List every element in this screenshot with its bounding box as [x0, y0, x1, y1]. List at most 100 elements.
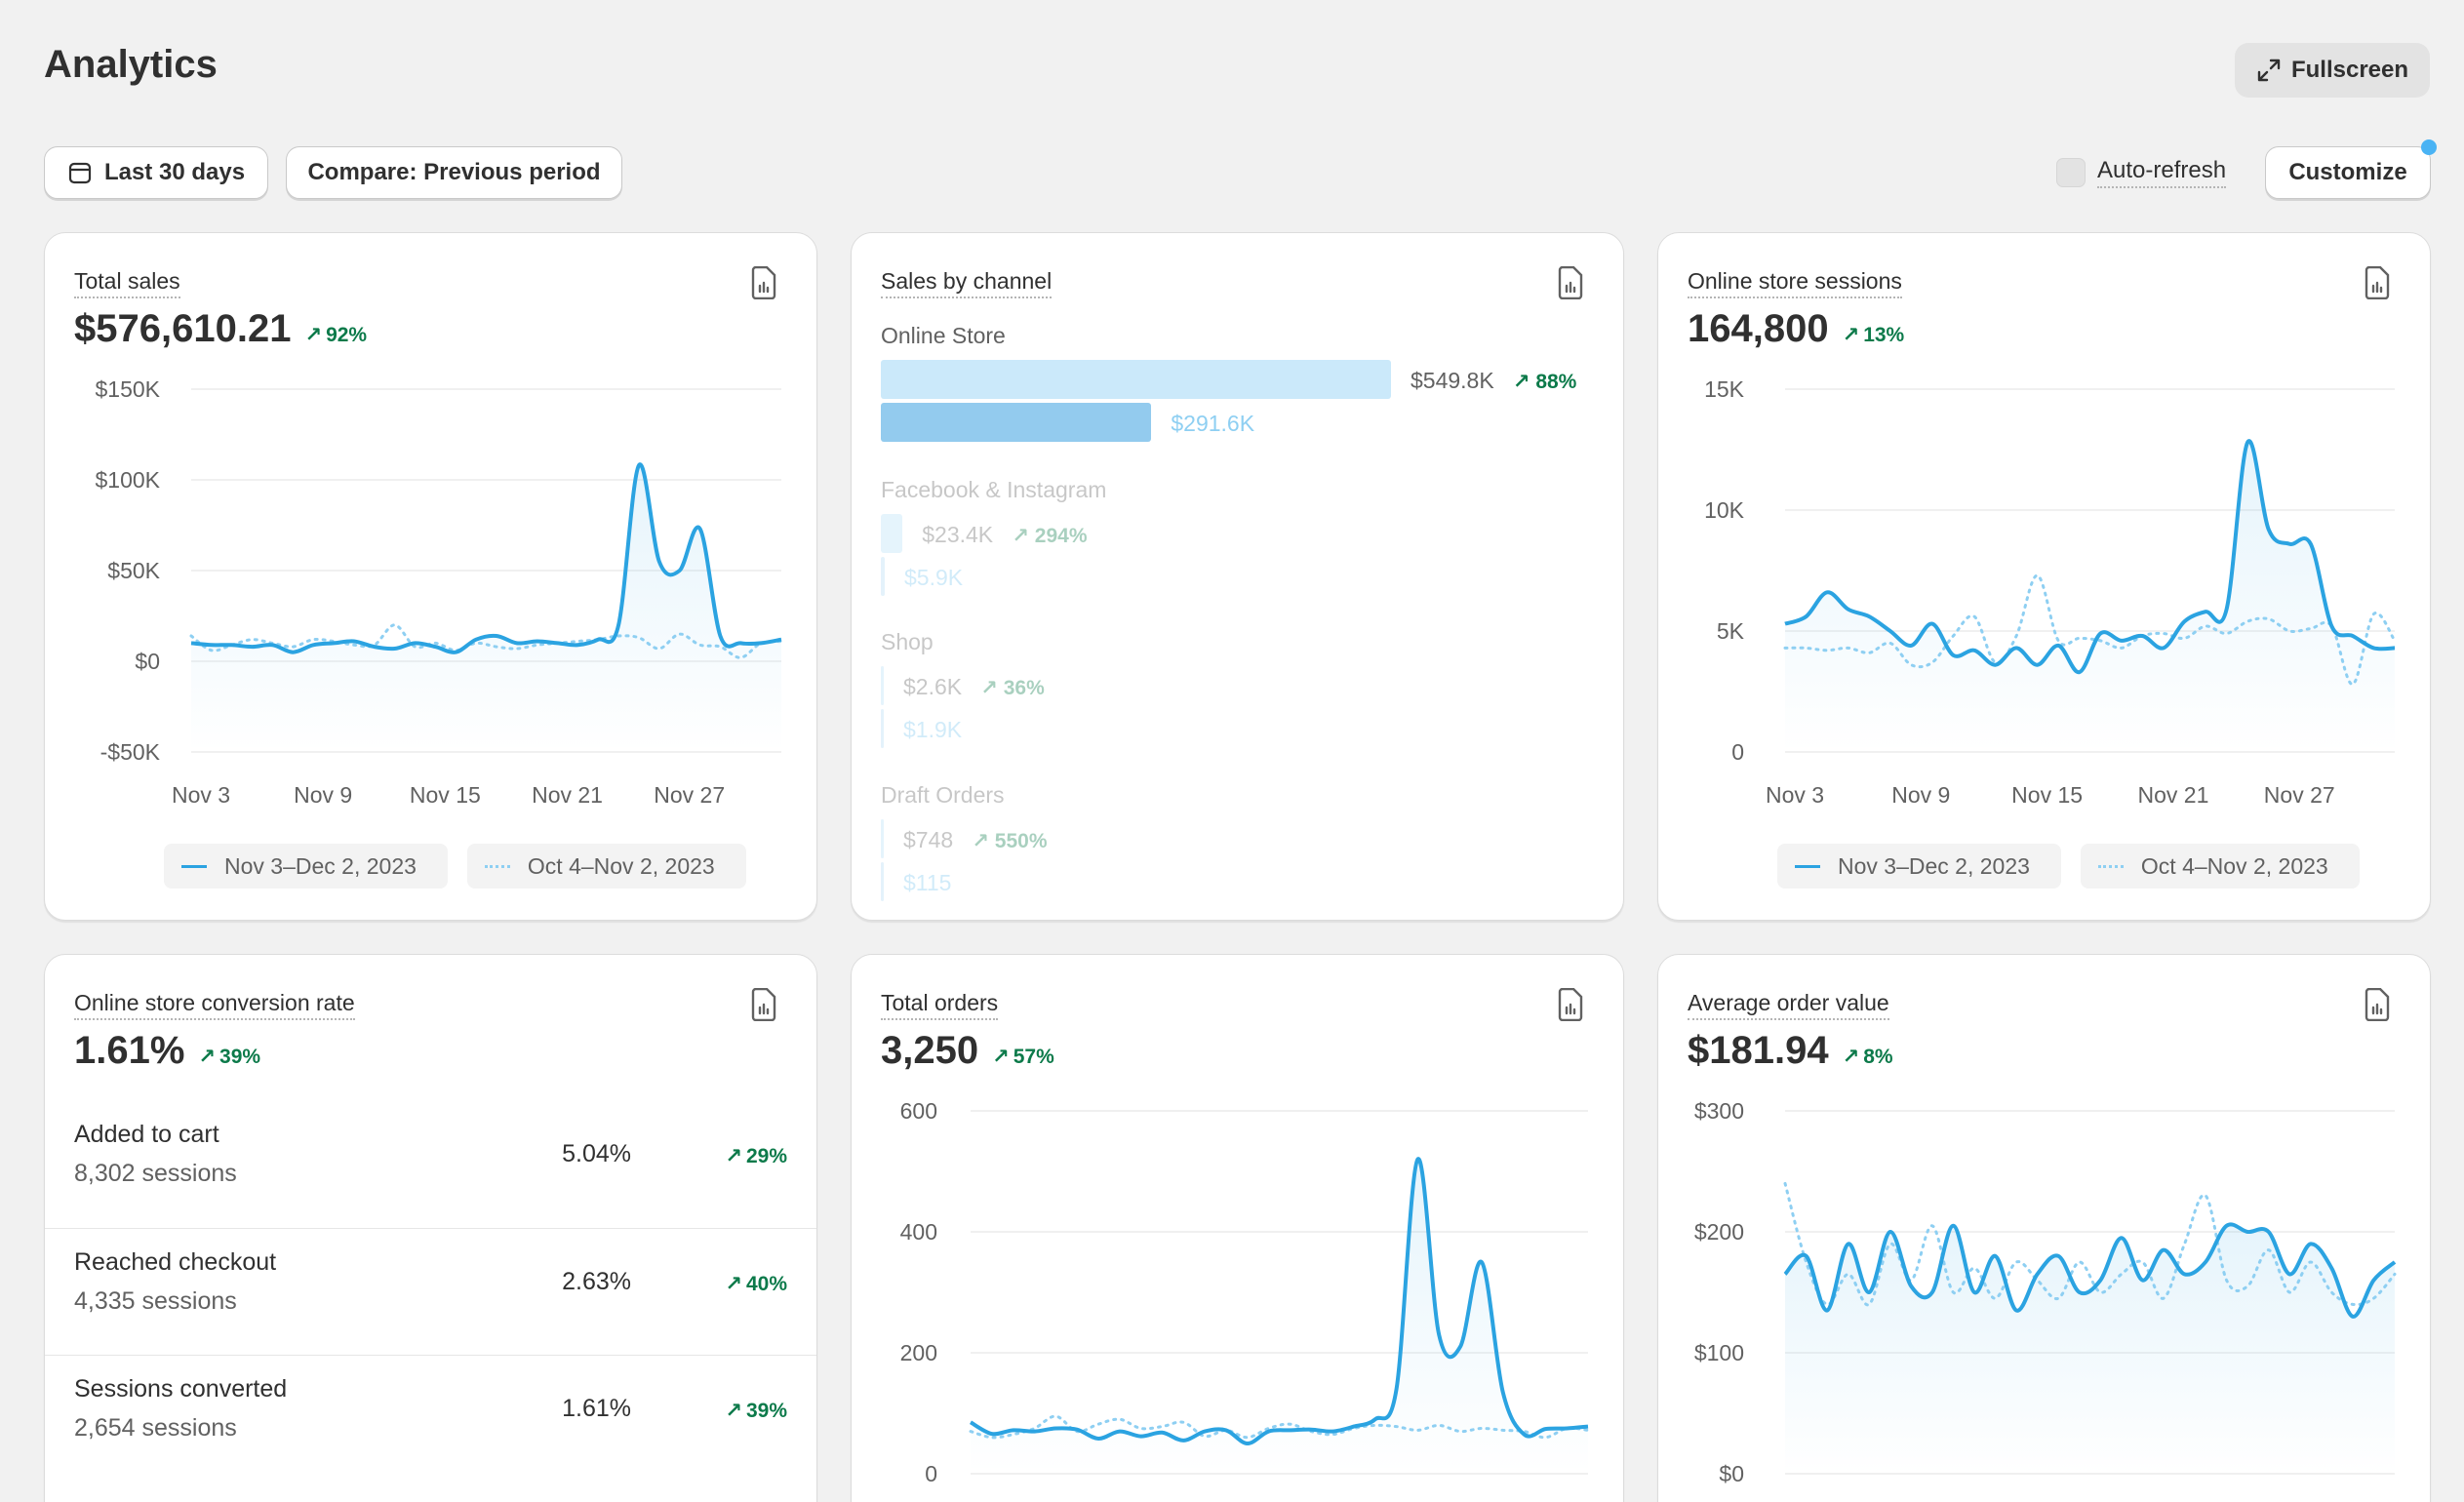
series-line-current[interactable] [1783, 1222, 2397, 1319]
y-tick-label: $0 [135, 649, 160, 674]
online-store-sessions-card: Online store sessions 164,800 ↗ 13% 15K 10… [1657, 232, 2431, 921]
average-order-value-card: Average order value $181.94 ↗ 8% $300 $200… [1657, 954, 2431, 1502]
y-tick-label: 5K [1717, 618, 1745, 644]
arrow-up-right-icon: ↗ [725, 1400, 742, 1422]
legend-current[interactable]: Nov 3–Dec 2, 2023 [164, 844, 448, 889]
y-tick-label: $100K [95, 467, 160, 493]
series-area [971, 1159, 1588, 1474]
conversion-row: Added to cart 8,302 sessions 5.04% ↗ 29% [45, 1101, 816, 1228]
conversion-rate-card: Online store conversion rate 1.61% ↗ 39% … [44, 954, 817, 1502]
channel-bar-current[interactable] [881, 360, 1391, 399]
sales-by-channel-card: Sales by channel Online Store $549.8K ↗ 8… [851, 232, 1624, 921]
compare-button[interactable]: Compare: Previous period [286, 146, 622, 199]
series-line-previous[interactable] [1783, 573, 2397, 687]
series-line-current[interactable] [969, 1157, 1589, 1445]
arrow-up-right-icon: ↗ [304, 324, 323, 346]
arrow-up-right-icon: ↗ [980, 677, 998, 699]
report-icon[interactable] [2364, 988, 2391, 1021]
channel-bar-previous[interactable] [881, 862, 884, 901]
metric-value: $576,610.21 [74, 307, 292, 350]
arrow-up-right-icon: ↗ [992, 1046, 1010, 1068]
channel-value-previous: $115 [903, 870, 952, 895]
date-range-button[interactable]: Last 30 days [44, 146, 268, 199]
channel-bar-previous[interactable] [881, 557, 885, 596]
y-tick-label: 15K [1704, 376, 1745, 402]
row-sessions: 2,654 sessions [74, 1414, 237, 1442]
series-line-previous[interactable] [1783, 1181, 2397, 1307]
arrow-up-right-icon: ↗ [972, 830, 989, 852]
card-title[interactable]: Online store sessions [1688, 268, 1902, 298]
channel-value-current: $748 ↗ 550% [903, 827, 1048, 852]
channel-name: Shop [881, 629, 934, 654]
series-line-current[interactable] [1784, 439, 2396, 675]
row-delta: ↗ 39% [725, 1399, 787, 1423]
metric-value: 3,250 [881, 1029, 979, 1072]
chart-legend: Nov 3–Dec 2, 2023 Oct 4–Nov 2, 2023 [164, 844, 746, 889]
card-title[interactable]: Total sales [74, 268, 180, 298]
y-tick-label: 0 [1731, 739, 1744, 765]
row-sessions: 4,335 sessions [74, 1287, 237, 1315]
report-icon[interactable] [2364, 266, 2391, 299]
channel-name: Facebook & Instagram [881, 477, 1107, 502]
card-title[interactable]: Average order value [1688, 990, 1889, 1020]
channel-bar-current[interactable] [881, 666, 884, 705]
total-orders-card: Total orders 3,250 ↗ 57% 600 400 200 0 [851, 954, 1624, 1502]
delta-badge: ↗ 57% [992, 1045, 1054, 1069]
fullscreen-button[interactable]: Fullscreen [2235, 43, 2430, 98]
conversion-row: Reached checkout 4,335 sessions 2.63% ↗ 4… [45, 1228, 816, 1355]
series-line-current[interactable] [190, 462, 782, 654]
channel-value-previous: $1.9K [903, 717, 963, 742]
channel-value-current: $2.6K ↗ 36% [903, 674, 1045, 699]
x-tick-label: Nov 21 [532, 782, 603, 808]
row-rate: 1.61% [562, 1395, 631, 1422]
delta-badge: ↗ 8% [1842, 1045, 1893, 1069]
expand-icon [2257, 59, 2281, 82]
delta-badge: ↗ 39% [198, 1045, 261, 1069]
legend-previous[interactable]: Oct 4–Nov 2, 2023 [466, 844, 746, 889]
legend-current[interactable]: Nov 3–Dec 2, 2023 [1777, 844, 2061, 889]
delta-badge: ↗ 92% [304, 323, 368, 347]
row-delta: ↗ 29% [725, 1144, 787, 1168]
channel-value-previous: $5.9K [904, 565, 964, 590]
auto-refresh-checkbox[interactable] [2056, 158, 2086, 187]
auto-refresh-toggle[interactable]: Auto-refresh [2056, 156, 2227, 189]
channel-name: Online Store [881, 323, 1006, 348]
arrow-up-right-icon: ↗ [1512, 371, 1530, 393]
x-tick-label: Nov 27 [2264, 782, 2335, 808]
customize-button[interactable]: Customize [2265, 146, 2431, 199]
channel-bar-current[interactable] [881, 514, 903, 553]
metric-value: 164,800 [1688, 307, 1829, 350]
card-title[interactable]: Online store conversion rate [74, 990, 355, 1020]
series-line-previous[interactable] [189, 623, 783, 659]
series-area [1785, 1224, 2395, 1474]
y-tick-label: $0 [1719, 1461, 1744, 1486]
arrow-up-right-icon: ↗ [725, 1145, 742, 1167]
y-tick-label: 400 [900, 1219, 937, 1245]
arrow-up-right-icon: ↗ [198, 1046, 217, 1068]
card-title[interactable]: Sales by channel [881, 268, 1053, 298]
notification-dot [2421, 139, 2437, 155]
row-label: Sessions converted [74, 1375, 288, 1403]
x-tick-label: Nov 15 [2011, 782, 2083, 808]
legend-previous[interactable]: Oct 4–Nov 2, 2023 [2080, 844, 2360, 889]
metric-value: $181.94 [1688, 1029, 1829, 1072]
report-icon[interactable] [750, 988, 777, 1021]
conversion-row: Sessions converted 2,654 sessions 1.61% … [45, 1355, 816, 1482]
y-tick-label: 600 [900, 1098, 937, 1124]
average-order-value-chart: $300 $200 $100 $0 [1694, 1098, 2397, 1486]
x-tick-label: Nov 3 [1766, 782, 1824, 808]
y-tick-label: $300 [1694, 1098, 1744, 1124]
channel-bar-previous[interactable] [881, 709, 884, 748]
series-area [1785, 441, 2395, 752]
series-area [191, 464, 781, 752]
fullscreen-label: Fullscreen [2290, 57, 2409, 83]
card-title[interactable]: Total orders [881, 990, 999, 1020]
report-icon[interactable] [1557, 988, 1584, 1021]
channel-bar-previous[interactable] [881, 403, 1152, 442]
report-icon[interactable] [1557, 266, 1584, 299]
channel-bar-current[interactable] [881, 819, 884, 858]
compare-label: Compare: Previous period [307, 159, 601, 185]
report-icon[interactable] [750, 266, 777, 299]
y-tick-label: $150K [95, 376, 160, 402]
arrow-up-right-icon: ↗ [1842, 1046, 1860, 1068]
